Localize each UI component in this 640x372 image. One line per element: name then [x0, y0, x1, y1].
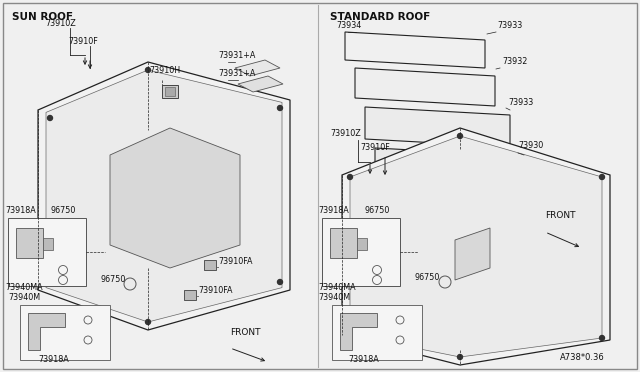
Text: 73910H: 73910H	[149, 66, 180, 75]
Polygon shape	[20, 305, 110, 360]
Text: 73940M: 73940M	[8, 293, 40, 302]
Circle shape	[600, 336, 605, 340]
Text: 73933: 73933	[497, 21, 522, 30]
Polygon shape	[204, 260, 216, 270]
Polygon shape	[342, 128, 610, 365]
Polygon shape	[455, 228, 490, 280]
Text: 73930: 73930	[518, 141, 543, 150]
Circle shape	[145, 320, 150, 324]
Polygon shape	[162, 85, 178, 98]
Polygon shape	[357, 238, 367, 250]
Circle shape	[600, 174, 605, 180]
Text: FRONT: FRONT	[230, 328, 260, 337]
Polygon shape	[184, 290, 196, 300]
Polygon shape	[8, 218, 86, 286]
Text: A738*0.36: A738*0.36	[560, 353, 605, 362]
Polygon shape	[28, 313, 65, 350]
Polygon shape	[340, 313, 377, 350]
Circle shape	[278, 279, 282, 285]
Text: 96750: 96750	[365, 206, 390, 215]
Text: 73918A: 73918A	[348, 355, 379, 364]
Text: 73910Z: 73910Z	[330, 129, 361, 138]
Text: 96750: 96750	[50, 206, 76, 215]
Polygon shape	[350, 136, 602, 357]
Polygon shape	[375, 148, 525, 192]
Text: 73940MA: 73940MA	[318, 283, 356, 292]
Text: SUN ROOF: SUN ROOF	[12, 12, 73, 22]
Text: 73910FA: 73910FA	[198, 286, 232, 295]
Circle shape	[47, 115, 52, 121]
Text: 73910F: 73910F	[360, 143, 390, 152]
Text: 73933: 73933	[508, 98, 533, 107]
Text: 96750: 96750	[100, 275, 125, 284]
Text: 73910F: 73910F	[68, 37, 98, 46]
Polygon shape	[365, 107, 510, 147]
Circle shape	[348, 333, 353, 337]
Text: 73910Z: 73910Z	[45, 19, 76, 28]
Polygon shape	[330, 228, 357, 258]
Polygon shape	[165, 87, 175, 96]
Polygon shape	[110, 128, 240, 268]
Polygon shape	[322, 218, 400, 286]
Polygon shape	[345, 32, 485, 68]
Polygon shape	[235, 60, 280, 76]
Text: 73931+A: 73931+A	[218, 51, 255, 60]
Text: 73932: 73932	[502, 57, 527, 66]
Text: 73940M: 73940M	[318, 293, 350, 302]
Polygon shape	[238, 76, 283, 92]
Circle shape	[278, 106, 282, 110]
Text: 73918A: 73918A	[5, 206, 36, 215]
Text: 73918A: 73918A	[38, 355, 68, 364]
Circle shape	[458, 134, 463, 138]
Polygon shape	[43, 238, 53, 250]
Polygon shape	[355, 68, 495, 106]
Polygon shape	[38, 62, 290, 330]
Text: 96750: 96750	[415, 273, 440, 282]
Circle shape	[348, 174, 353, 180]
Circle shape	[458, 355, 463, 359]
Text: 73934: 73934	[336, 21, 361, 30]
Text: STANDARD ROOF: STANDARD ROOF	[330, 12, 430, 22]
Polygon shape	[16, 228, 43, 258]
Polygon shape	[332, 305, 422, 360]
Text: 73931+A: 73931+A	[218, 69, 255, 78]
Text: 73940MA: 73940MA	[5, 283, 43, 292]
Circle shape	[145, 67, 150, 73]
Text: FRONT: FRONT	[545, 211, 575, 220]
Polygon shape	[46, 70, 282, 322]
Circle shape	[47, 279, 52, 285]
Text: 73910FA: 73910FA	[218, 257, 253, 266]
Text: 73918A: 73918A	[318, 206, 349, 215]
